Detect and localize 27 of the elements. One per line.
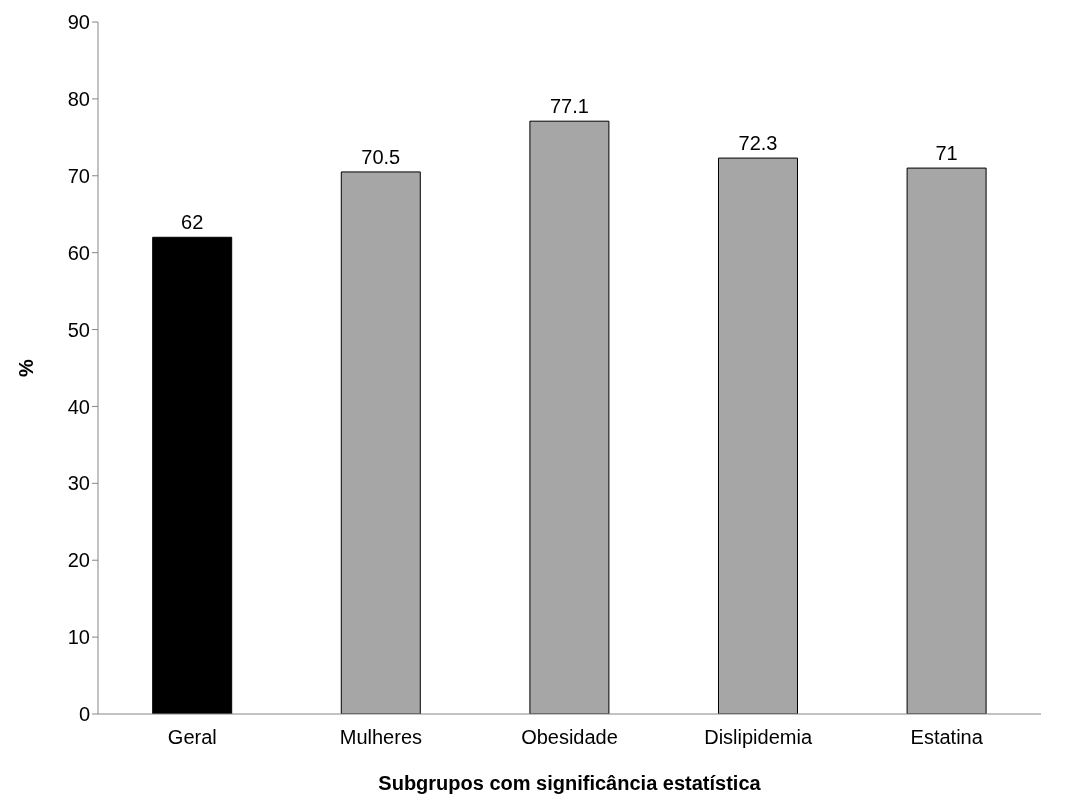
y-tick-label: 60 <box>67 241 90 264</box>
y-axis-title: % <box>15 358 38 377</box>
data-label: 62 <box>181 211 204 234</box>
y-tick-label: 40 <box>67 395 90 418</box>
x-tick-label: Obesidade <box>521 726 618 749</box>
x-axis-title: Subgrupos com significância estatística <box>378 772 762 794</box>
x-tick-label: Mulheres <box>339 726 423 749</box>
x-tick-label: Estatina <box>910 726 984 749</box>
bar <box>906 167 987 714</box>
y-tick-label: 20 <box>67 549 90 572</box>
data-label: 72.3 <box>738 132 778 155</box>
x-tick-label: Geral <box>167 726 217 749</box>
data-label: 70.5 <box>361 145 401 168</box>
bar <box>340 171 421 714</box>
y-tick-label: 30 <box>67 472 90 495</box>
y-tick-label: 90 <box>67 11 90 34</box>
y-tick-label: 70 <box>67 164 90 187</box>
data-label: 77.1 <box>549 95 589 118</box>
y-tick-label: 50 <box>67 318 90 341</box>
bar <box>717 157 798 714</box>
y-tick-label: 0 <box>78 703 90 726</box>
bar <box>152 236 233 714</box>
y-tick-label: 10 <box>67 626 90 649</box>
data-label: 71 <box>935 142 958 165</box>
y-tick-label: 80 <box>67 87 90 110</box>
x-tick-label: Dislipidemia <box>704 726 813 749</box>
bar <box>529 120 610 714</box>
